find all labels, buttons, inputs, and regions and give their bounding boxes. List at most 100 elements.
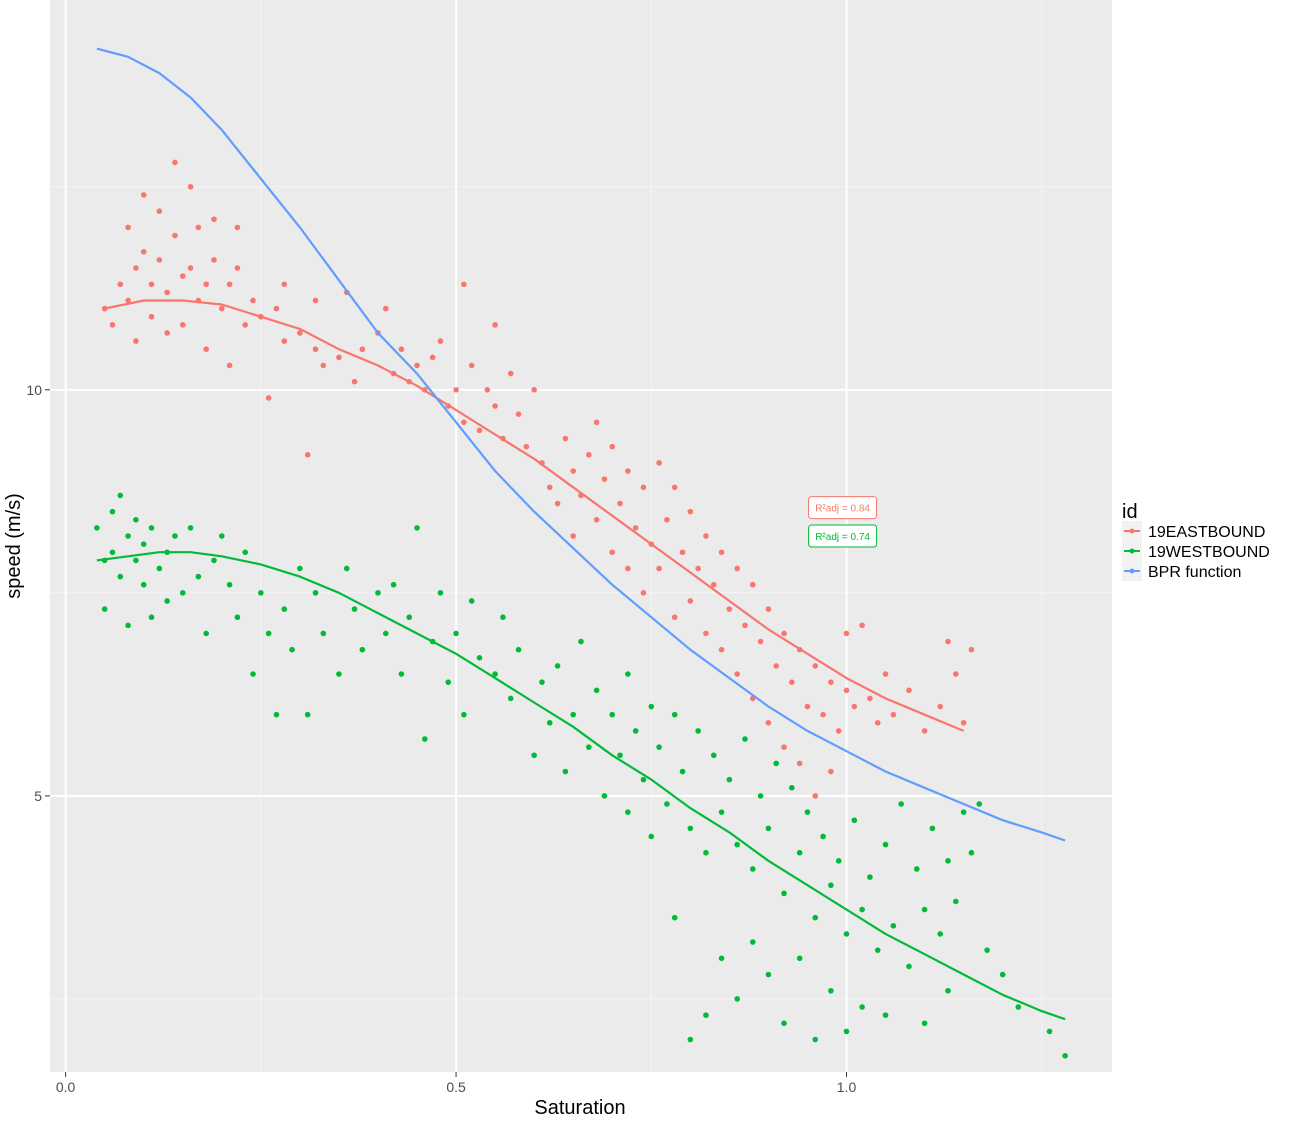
data-point (781, 1020, 787, 1027)
data-point (687, 598, 694, 604)
data-point (234, 224, 241, 231)
annotation-box (808, 524, 878, 548)
data-point (718, 646, 725, 653)
data-point (164, 598, 170, 604)
data-point (601, 476, 608, 482)
data-point (359, 346, 366, 353)
x-tick-label: 0.0 (56, 1079, 76, 1095)
minor-gridlines (50, 0, 1112, 1072)
data-point (609, 443, 616, 450)
data-point (671, 914, 678, 921)
data-point (773, 760, 780, 767)
data-point (968, 849, 975, 856)
data-point (757, 793, 764, 799)
legend-label: 19WESTBOUND (1148, 544, 1270, 561)
data-point (632, 728, 639, 734)
data-point (468, 598, 475, 604)
y-tick-label: 10 (26, 382, 42, 398)
legend-label: 19EASTBOUND (1148, 524, 1265, 541)
data-point (617, 500, 623, 507)
data-point (789, 784, 795, 791)
data-point (828, 987, 834, 994)
data-point (1015, 1004, 1022, 1010)
data-point (148, 614, 155, 621)
data-point (999, 971, 1006, 978)
x-tick-label: 0.5 (446, 1079, 466, 1095)
data-point (453, 387, 459, 393)
data-point (687, 508, 694, 515)
data-point (133, 557, 139, 564)
data-point (648, 703, 655, 710)
data-point (749, 866, 756, 872)
data-point (679, 768, 686, 775)
data-point (874, 947, 881, 953)
data-point (765, 719, 772, 726)
data-point (539, 679, 545, 685)
data-point (781, 630, 787, 637)
data-point (749, 581, 756, 588)
data-point (179, 273, 186, 279)
data-point (843, 630, 850, 637)
data-point (312, 590, 319, 596)
data-point (187, 525, 194, 531)
data-point (734, 996, 740, 1002)
data-point (640, 590, 647, 596)
y-axis-title: speed (m/s) (3, 493, 25, 599)
data-point (781, 890, 787, 897)
data-point (851, 703, 858, 710)
data-point (640, 484, 647, 491)
data-point (531, 387, 537, 393)
data-point (812, 914, 819, 921)
data-point (382, 630, 389, 637)
data-point (336, 354, 342, 361)
data-point (960, 809, 967, 815)
data-point (796, 955, 803, 962)
annotations: R²adj = 0.84 R²adj = 0.74 (808, 496, 878, 548)
data-point (94, 525, 100, 531)
data-point (820, 833, 826, 840)
data-point (773, 663, 780, 669)
data-point (734, 841, 740, 848)
data-point (203, 346, 209, 353)
data-point (179, 590, 186, 596)
data-point (625, 565, 631, 572)
data-point (140, 581, 147, 588)
data-point (890, 711, 897, 718)
data-point (476, 427, 483, 434)
data-point (586, 744, 592, 750)
data-point (625, 468, 631, 474)
data-point (156, 257, 163, 263)
data-point (601, 793, 608, 799)
data-point (687, 825, 694, 832)
data-point (273, 305, 280, 312)
data-point (593, 687, 600, 694)
data-point (695, 728, 701, 734)
data-point (664, 516, 670, 523)
data-point (625, 809, 631, 815)
data-point (765, 606, 772, 612)
data-point (937, 703, 944, 710)
data-point (468, 362, 475, 369)
data-point (304, 451, 311, 458)
data-point (140, 248, 147, 255)
data-point (336, 671, 342, 677)
data-point (1046, 1028, 1053, 1035)
data-point (484, 387, 491, 393)
data-point (148, 313, 155, 320)
data-point (671, 614, 678, 621)
data-point (703, 533, 709, 539)
y-tick-label: 5 (34, 788, 42, 804)
data-point (796, 760, 803, 767)
data-point (687, 1036, 694, 1043)
data-point (125, 533, 131, 539)
annotation-label: R²adj = 0.84 (815, 504, 870, 515)
data-point (156, 565, 163, 572)
x-tick-label: 1.0 (837, 1079, 857, 1095)
data-point (164, 330, 170, 336)
data-point (242, 322, 249, 328)
data-point (382, 305, 389, 312)
data-point (148, 525, 155, 531)
data-point (273, 711, 280, 718)
data-point (546, 719, 553, 726)
data-point (757, 638, 764, 645)
